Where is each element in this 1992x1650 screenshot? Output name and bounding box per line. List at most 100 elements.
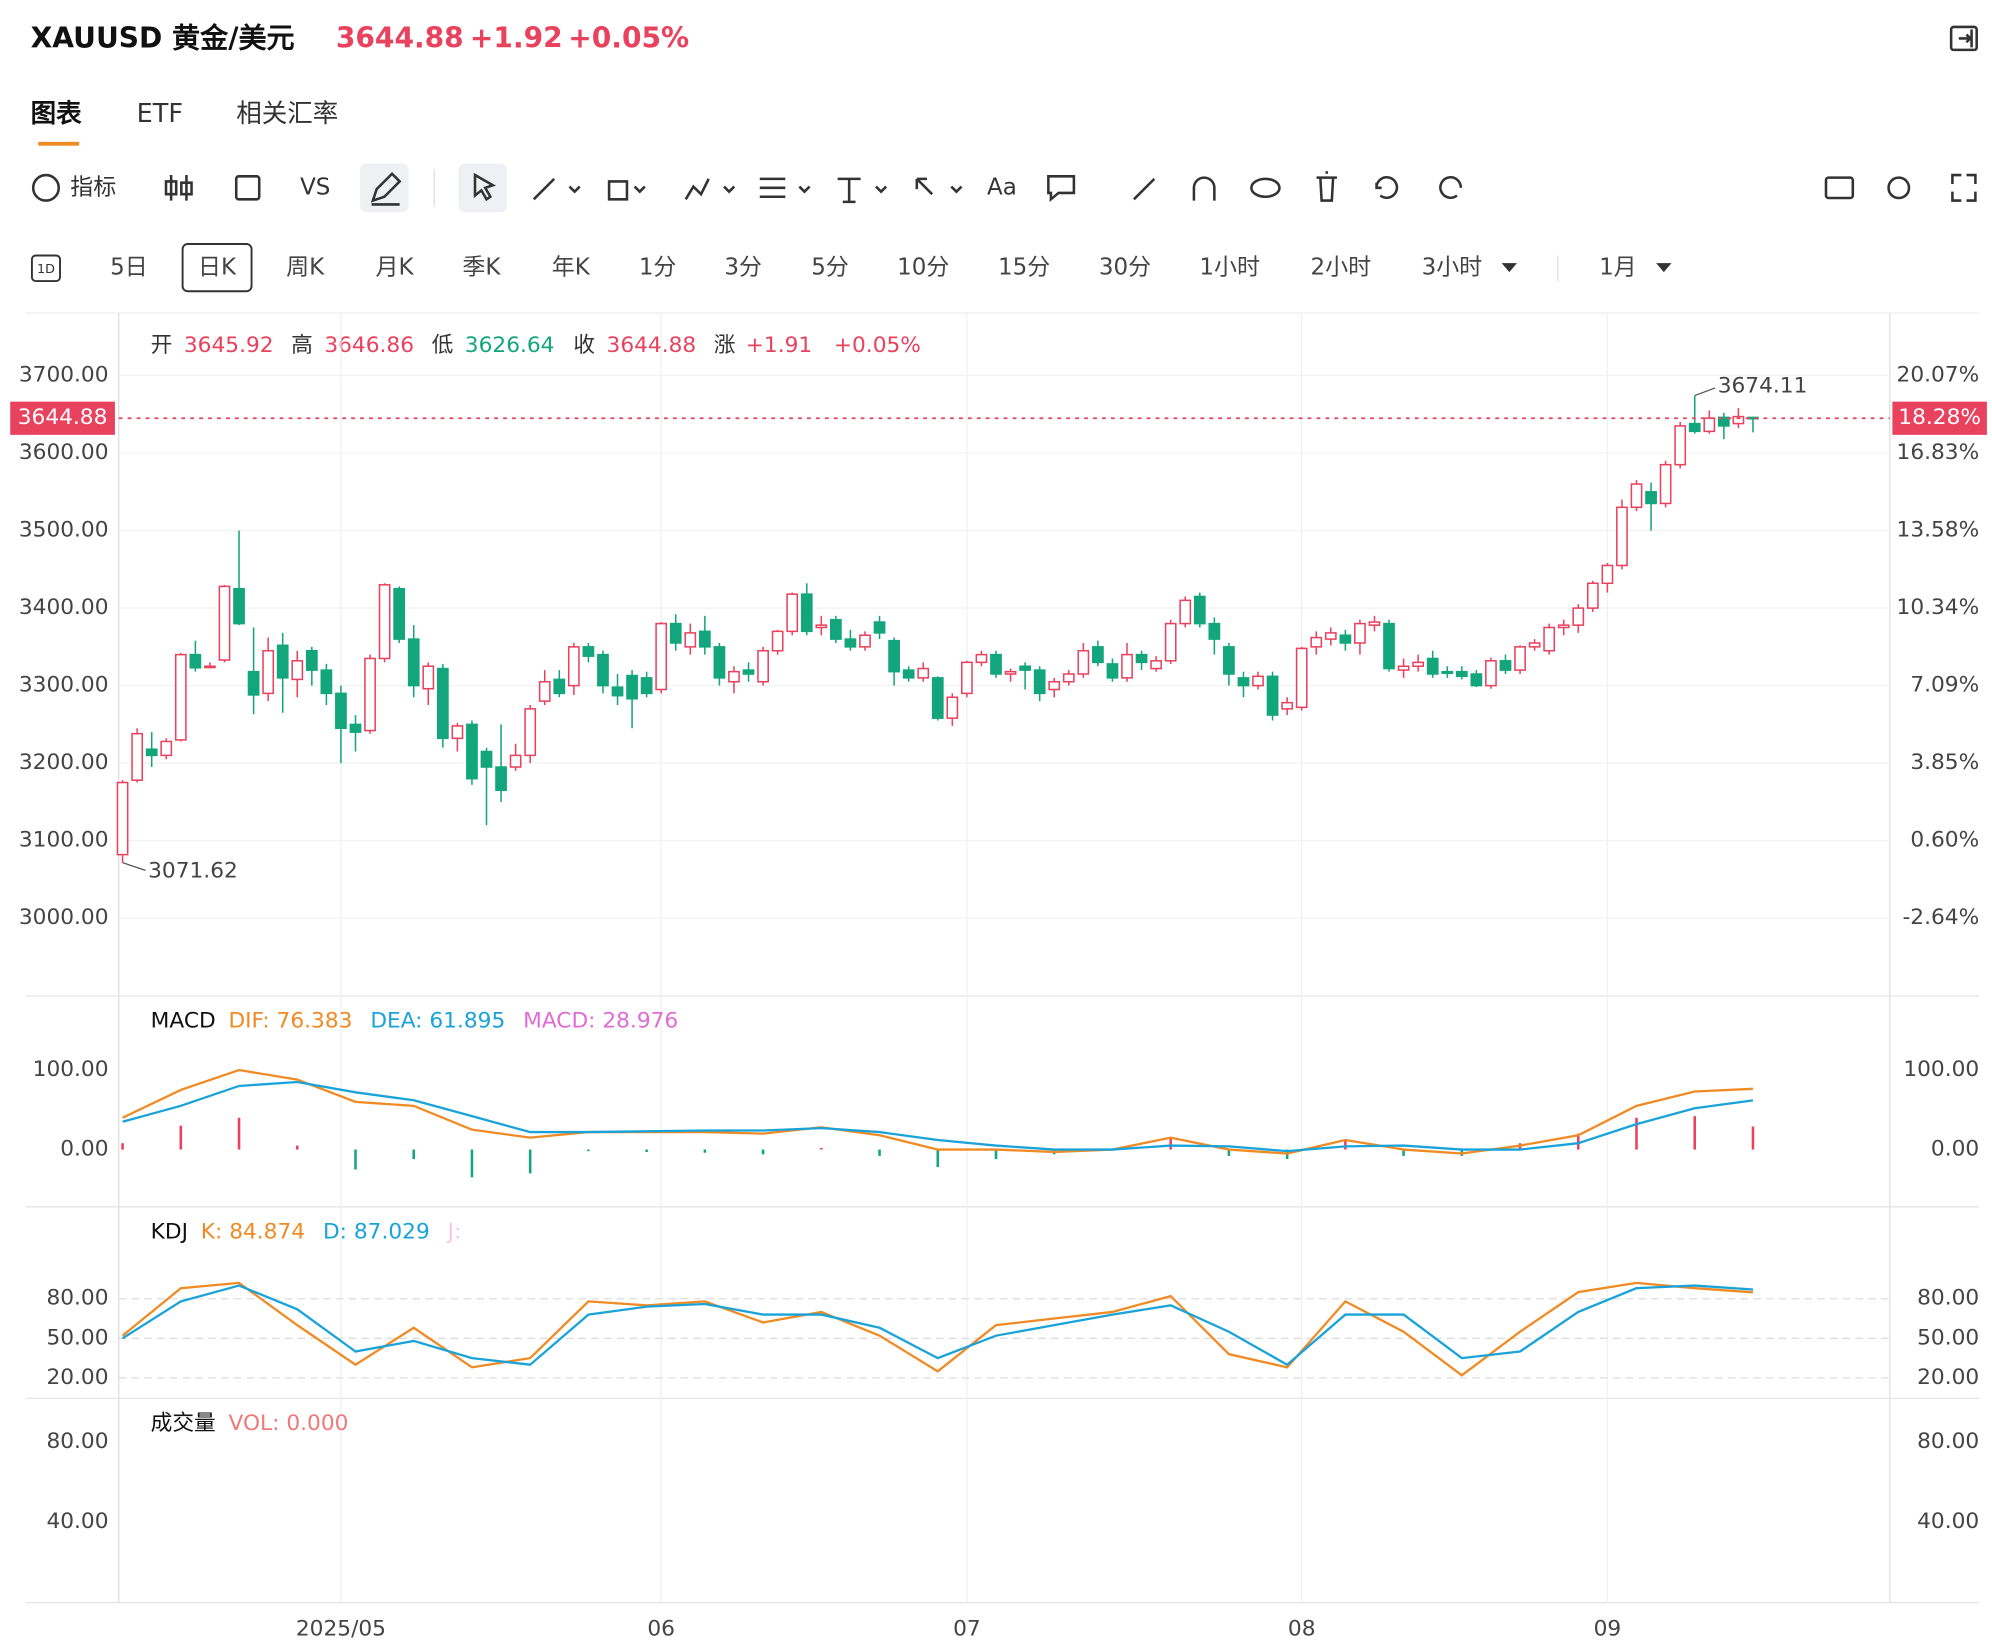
ohlc-info: 开 3645.92 高 3646.86 低 3626.64 收 3644.88 … <box>151 333 921 358</box>
candle-body <box>655 622 668 691</box>
interval[interactable]: 3小时 <box>1422 255 1483 281</box>
interval[interactable]: 1月 <box>1599 255 1637 281</box>
fullscreen-icon[interactable] <box>1951 173 1977 202</box>
change: +1.92 <box>470 22 563 55</box>
candle-body <box>1048 680 1061 691</box>
indicator-button[interactable]: 指标 <box>70 174 116 200</box>
candle-body <box>917 667 930 679</box>
candle-body <box>538 680 551 702</box>
interval[interactable]: 年K <box>552 255 591 281</box>
candle-body <box>276 644 289 679</box>
interval[interactable]: 周K <box>286 255 325 281</box>
draw-tools[interactable] <box>532 177 963 204</box>
draw-icon[interactable] <box>370 171 402 206</box>
y-tick-label: 0.00 <box>60 1137 108 1162</box>
indicator-line <box>121 1281 1754 1377</box>
candle-body <box>1514 646 1526 671</box>
interval[interactable]: 月K <box>376 255 415 281</box>
interval[interactable]: 5日 <box>110 255 148 281</box>
candle-body <box>1324 632 1337 640</box>
settings-icon[interactable] <box>1887 176 1911 200</box>
interval[interactable]: 30分 <box>1099 255 1151 281</box>
candle-body <box>291 660 304 681</box>
indicator-icon[interactable] <box>31 173 61 202</box>
candle-body <box>1674 425 1687 466</box>
x-tick-label: 08 <box>1288 1616 1316 1641</box>
collapse-icon[interactable] <box>1949 25 1978 52</box>
candle-body <box>1630 483 1643 509</box>
candle-body <box>407 638 420 687</box>
candle-body <box>1121 653 1133 679</box>
x-tick-label: 09 <box>1594 1616 1622 1641</box>
pct-tag-label: 18.28% <box>1898 405 1981 430</box>
tab[interactable]: 相关汇率 <box>236 99 338 129</box>
interval[interactable]: 日K <box>198 255 237 281</box>
tab[interactable]: 图表 <box>31 99 83 129</box>
tab[interactable]: ETF <box>137 99 183 129</box>
candle-body <box>1528 642 1541 648</box>
candle-body <box>436 667 449 740</box>
interval[interactable]: 1小时 <box>1199 255 1260 281</box>
indicator-line <box>121 1284 1754 1367</box>
candle-body <box>771 630 784 652</box>
more-tools[interactable] <box>1047 171 1463 203</box>
interval[interactable]: 10分 <box>897 255 949 281</box>
info-value: 3646.86 <box>324 333 414 358</box>
candle-body <box>335 692 347 730</box>
x-tick-label: 07 <box>953 1616 981 1641</box>
interval[interactable]: 2小时 <box>1310 255 1371 281</box>
candle-body <box>1033 669 1046 695</box>
dropdown-arrows[interactable] <box>1501 263 1672 273</box>
candle-body <box>1237 677 1250 687</box>
candle-body <box>116 781 129 856</box>
x-tick-label: 2025/05 <box>296 1616 386 1641</box>
candle-body <box>553 678 566 695</box>
min-pointer <box>122 862 146 871</box>
candle-body <box>218 585 231 661</box>
shape-icon[interactable] <box>234 175 261 201</box>
candle-body <box>422 665 435 690</box>
candle-body <box>1455 670 1468 678</box>
candle-body <box>611 686 624 697</box>
interval[interactable]: 5分 <box>811 255 849 281</box>
y-tick-label: 7.09% <box>1910 673 1979 698</box>
candle-body <box>1266 675 1279 716</box>
candle-body <box>1368 621 1381 626</box>
candle-icon[interactable] <box>164 175 193 201</box>
candle-body <box>1106 663 1119 679</box>
eye-icon[interactable] <box>1250 177 1281 199</box>
interval[interactable]: 15分 <box>998 255 1050 281</box>
candle-body <box>1645 491 1657 505</box>
interval[interactable]: 3分 <box>724 255 762 281</box>
candle-body <box>466 723 478 780</box>
candle-body <box>364 657 376 732</box>
cursor-icon[interactable] <box>473 172 497 202</box>
candle-body <box>189 653 202 669</box>
candle-body <box>626 674 638 700</box>
candle-body <box>859 634 871 648</box>
candle-body <box>1223 646 1235 675</box>
candle-body <box>829 618 842 640</box>
interval[interactable]: 1分 <box>639 255 677 281</box>
compare-button[interactable]: VS <box>300 174 330 200</box>
candle-body <box>1543 626 1556 652</box>
y-tick-label: 3600.00 <box>19 440 109 465</box>
interval-icon[interactable]: 1D <box>37 262 55 277</box>
y-tick-label: 40.00 <box>1917 1509 1979 1534</box>
candle-body <box>684 632 697 648</box>
info-value: +0.05% <box>834 333 921 358</box>
candle-body <box>1092 646 1104 664</box>
candle-body <box>1339 634 1352 644</box>
candle-body <box>1659 463 1672 505</box>
camera-icon[interactable] <box>1824 176 1855 200</box>
max-label: 3674.11 <box>1718 374 1808 399</box>
info-label: 开 <box>151 333 173 358</box>
info-label: 高 <box>291 333 313 358</box>
candle-body <box>1281 701 1294 710</box>
change-pct: +0.05% <box>568 22 689 55</box>
panel-title: KDJ <box>151 1219 188 1244</box>
interval[interactable]: 季K <box>462 255 501 281</box>
candle-body <box>1470 673 1483 687</box>
text-tool[interactable]: Aa <box>987 174 1017 200</box>
